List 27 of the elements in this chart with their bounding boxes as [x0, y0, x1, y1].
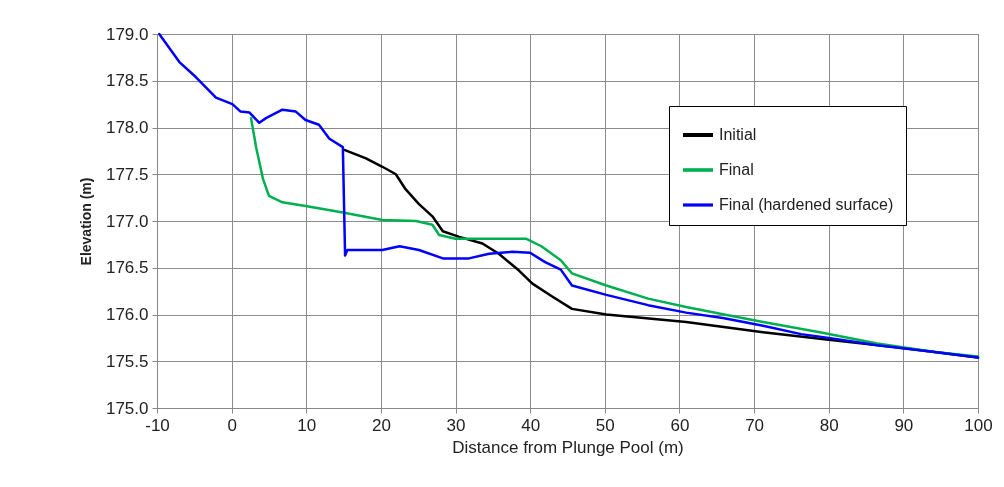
y-axis-title: Elevation (m): [77, 177, 94, 266]
y-tick-label: 175.5: [105, 351, 149, 371]
y-tick-label: 178.5: [105, 71, 149, 91]
y-tick-label: 176.5: [105, 258, 149, 278]
x-axis-title: Distance from Plunge Pool (m): [452, 437, 684, 457]
line-series: [157, 32, 980, 359]
x-tick-label: 40: [521, 415, 541, 435]
x-tick-label: 10: [297, 415, 317, 435]
x-tick-label: 70: [745, 415, 765, 435]
y-tick-label: 175.0: [105, 398, 149, 418]
x-tick-label: 100: [964, 415, 993, 435]
y-tick-label: 177.5: [105, 164, 149, 184]
x-tick-label: 90: [894, 415, 914, 435]
y-tick-label: 178.0: [105, 118, 149, 137]
x-tick-label: 80: [819, 415, 839, 435]
legend-label: Initial: [719, 126, 757, 143]
y-tick-label: 176.0: [105, 305, 149, 324]
x-tick-label: 60: [670, 415, 690, 435]
legend-label: Final: [719, 161, 754, 178]
x-tick-label: 20: [371, 415, 391, 435]
x-tick-label: 50: [595, 415, 615, 435]
y-tick-label: 179.0: [105, 24, 149, 44]
x-tick-label: 0: [227, 415, 237, 435]
x-tick-label: 30: [446, 415, 466, 435]
legend-label: Final (hardened surface): [719, 196, 894, 213]
x-tick-label: -10: [145, 415, 170, 435]
y-tick-label: 177.0: [105, 211, 149, 231]
